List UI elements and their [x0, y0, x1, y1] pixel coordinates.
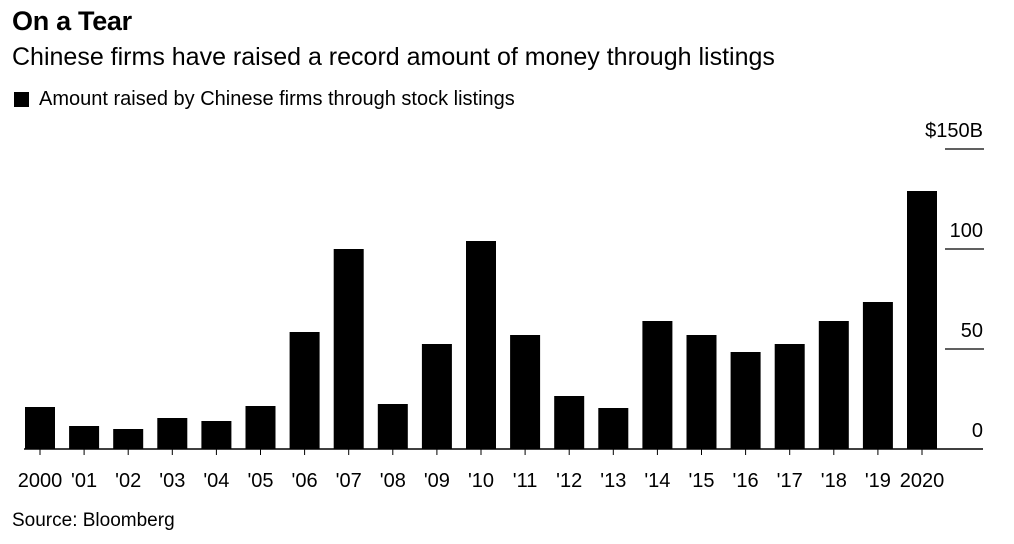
bar-03: [157, 418, 188, 449]
bar-04: [201, 421, 232, 449]
legend-swatch: [14, 92, 29, 107]
x-tick-label: '16: [733, 470, 759, 492]
x-tick-label: '17: [777, 470, 803, 492]
bar-15: [686, 335, 717, 449]
bar-17: [774, 344, 805, 449]
x-tick-label: '04: [203, 470, 229, 492]
x-tick-label: '01: [71, 470, 97, 492]
bar-10: [466, 241, 496, 449]
chart-title: On a Tear: [12, 6, 132, 36]
bar-07: [333, 249, 364, 449]
source-note: Source: Bloomberg: [12, 510, 175, 531]
x-tick-label: '19: [865, 470, 891, 492]
x-tick-label: '07: [336, 470, 362, 492]
x-tick-label: 2000: [18, 470, 63, 492]
bar-2000: [25, 407, 55, 449]
bar-13: [598, 408, 629, 449]
bar-09: [421, 344, 452, 449]
bar-05: [245, 406, 276, 449]
x-tick-label: '12: [556, 470, 582, 492]
x-tick-label: '06: [292, 470, 318, 492]
x-tick-label: '10: [468, 470, 494, 492]
x-tick-label: 2020: [900, 470, 945, 492]
legend-label: Amount raised by Chinese firms through s…: [39, 88, 515, 110]
x-tick-label: '03: [159, 470, 185, 492]
x-tick-label: '15: [688, 470, 714, 492]
bar-02: [113, 429, 144, 449]
x-tick-label: '13: [600, 470, 626, 492]
y-tick-label: 50: [961, 320, 983, 342]
y-tick-label: $150B: [925, 120, 983, 142]
bar-12: [554, 396, 585, 449]
bar-11: [510, 335, 541, 449]
bar-01: [69, 426, 100, 449]
y-tick-label: 0: [972, 420, 983, 442]
x-tick-label: '08: [380, 470, 406, 492]
chart-subtitle: Chinese firms have raised a record amoun…: [12, 43, 775, 71]
bar-2020: [907, 191, 937, 449]
x-tick-label: '11: [513, 470, 538, 492]
x-tick-label: '09: [424, 470, 450, 492]
legend: Amount raised by Chinese firms through s…: [14, 88, 515, 111]
x-tick-label: '18: [821, 470, 847, 492]
y-tick-label: 100: [950, 220, 983, 242]
bar-18: [818, 321, 849, 449]
bar-08: [377, 404, 408, 449]
bar-14: [642, 321, 673, 449]
bar-16: [730, 352, 761, 449]
bar-19: [862, 302, 893, 449]
x-tick-label: '05: [247, 470, 273, 492]
bar-06: [289, 332, 320, 449]
x-tick-label: '14: [644, 470, 670, 492]
x-tick-label: '02: [115, 470, 141, 492]
